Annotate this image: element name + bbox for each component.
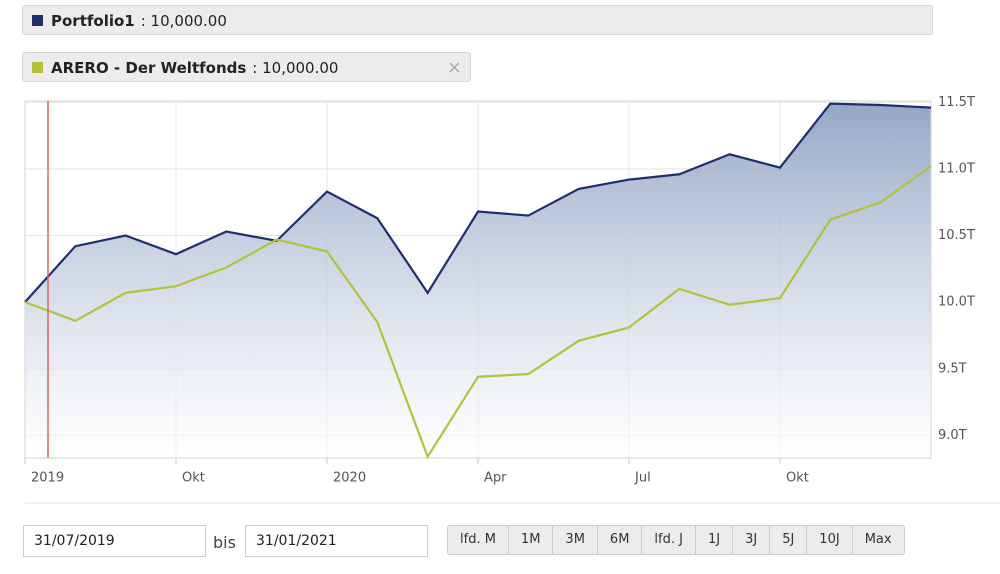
y-tick-label: 11.5T <box>938 95 975 110</box>
y-tick-label: 9.5T <box>938 361 967 376</box>
x-tick-label: Okt <box>786 471 809 486</box>
close-button[interactable]: × <box>446 57 462 78</box>
x-tick-label: Apr <box>484 471 507 486</box>
range-buttons: lfd. M 1M 3M 6M lfd. J 1J 3J 5J 10J Max <box>447 525 905 555</box>
range-button[interactable]: 10J <box>807 526 853 554</box>
legend-label: Portfolio1 <box>51 12 135 30</box>
y-tick-label: 9.0T <box>938 428 967 443</box>
range-button[interactable]: lfd. J <box>642 526 696 554</box>
series-line <box>24 102 932 303</box>
date-input[interactable]: 31/01/2021 <box>245 525 428 557</box>
range-button[interactable]: 3M <box>553 526 598 554</box>
range-button[interactable]: 1M <box>508 526 554 554</box>
x-tick-label: Jul <box>634 471 651 486</box>
range-button[interactable]: 1J <box>695 526 734 554</box>
legend-value: : 10,000.00 <box>252 59 339 77</box>
range-button[interactable]: lfd. M <box>448 526 509 554</box>
range-button[interactable]: Max <box>852 526 904 554</box>
range-button[interactable]: 3J <box>733 526 771 554</box>
date-input[interactable]: 31/07/2019 <box>23 525 206 557</box>
range-button[interactable]: 5J <box>770 526 808 554</box>
series-line <box>24 165 932 460</box>
x-tick-label: 2020 <box>333 471 366 486</box>
chart: 9.0T 9.5T 10.0T 10.5T 11.0T 11.5T 2019 Okt 2020 A… <box>24 95 1000 504</box>
x-tick-label: Okt <box>182 471 205 486</box>
legend-swatch <box>32 15 43 26</box>
legend-item: ARERO - Der Weltfonds : 10,000.00 × <box>22 52 471 82</box>
legend-item: Portfolio1 : 10,000.00 <box>22 5 933 35</box>
range-button[interactable]: 6M <box>597 526 643 554</box>
legend-value: : 10,000.00 <box>140 12 227 30</box>
x-tick-label: 2019 <box>31 471 64 486</box>
legend-swatch <box>32 62 43 73</box>
y-tick-label: 10.5T <box>938 228 975 243</box>
separator-label: bis <box>213 533 236 552</box>
y-tick-label: 10.0T <box>938 295 975 310</box>
legend-label: ARERO - Der Weltfonds <box>51 59 247 77</box>
y-tick-label: 11.0T <box>938 161 975 176</box>
area <box>25 103 931 458</box>
